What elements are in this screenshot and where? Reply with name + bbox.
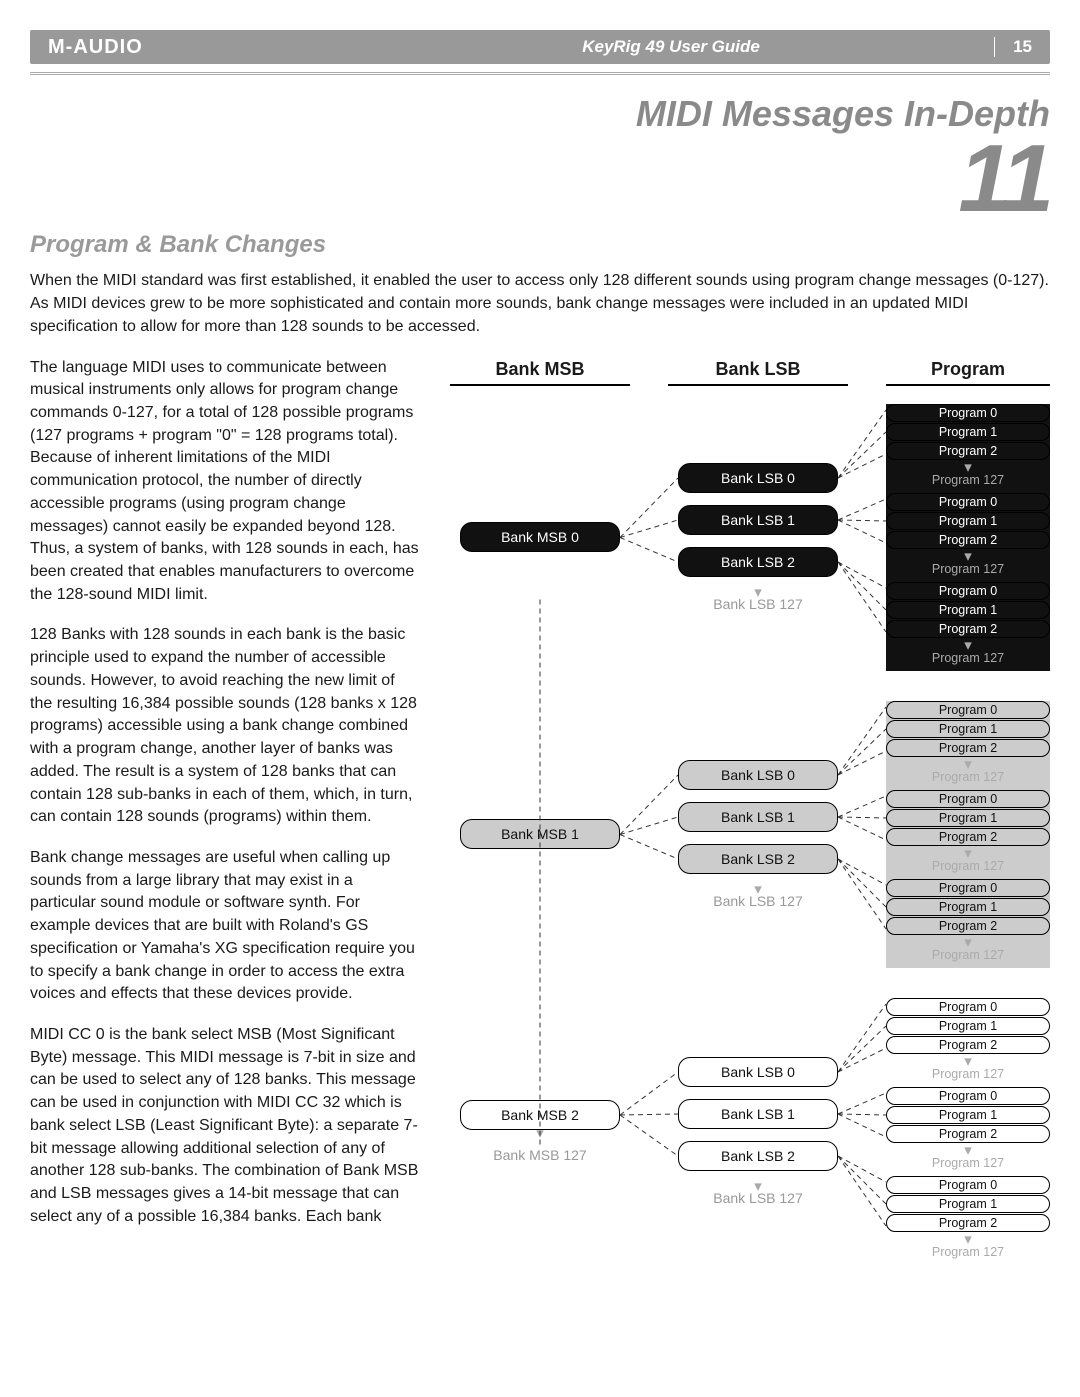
lsb-ghost: Bank LSB 127	[668, 893, 848, 909]
program-node: Program 0	[886, 701, 1050, 719]
program-node: Program 2	[886, 1125, 1050, 1143]
program-ghost: Program 127	[886, 473, 1050, 487]
program-node: Program 1	[886, 1017, 1050, 1035]
section-heading: Program & Bank Changes	[30, 231, 1050, 259]
program-ghost: Program 127	[886, 859, 1050, 873]
lsb-node: Bank LSB 0	[678, 760, 838, 790]
program-node: Program 2	[886, 828, 1050, 846]
text-column: The language MIDI uses to communicate be…	[30, 357, 420, 1295]
header-rule	[30, 72, 1050, 75]
program-node: Program 2	[886, 531, 1050, 549]
chapter-number: 11	[30, 131, 1050, 227]
header-lsb: Bank LSB	[668, 357, 848, 386]
lsb-ghost: Bank LSB 127	[668, 596, 848, 612]
program-node: Program 1	[886, 601, 1050, 619]
lsb-node: Bank LSB 2	[678, 1141, 838, 1171]
lsb-node: Bank LSB 1	[678, 802, 838, 832]
program-node: Program 2	[886, 442, 1050, 460]
program-node: Program 0	[886, 404, 1050, 422]
program-node: Program 1	[886, 1106, 1050, 1124]
body-paragraph: MIDI CC 0 is the bank select MSB (Most S…	[30, 1024, 420, 1228]
page-number: 15	[994, 37, 1032, 57]
msb-ghost: Bank MSB 127	[450, 1147, 630, 1163]
program-node: Program 0	[886, 1087, 1050, 1105]
program-node: Program 1	[886, 423, 1050, 441]
brand-logo: M-AUDIO	[48, 36, 348, 59]
program-node: Program 1	[886, 720, 1050, 738]
msb-block: Bank MSB 1 Bank LSB 0 Bank LSB 1 Bank LSB 2…	[450, 701, 1050, 968]
program-node: Program 1	[886, 809, 1050, 827]
intro-paragraph: When the MIDI standard was first establi…	[30, 269, 1050, 339]
program-node: Program 1	[886, 1195, 1050, 1213]
program-node: Program 2	[886, 1036, 1050, 1054]
program-node: Program 0	[886, 998, 1050, 1016]
program-node: Program 0	[886, 582, 1050, 600]
chapter-title: MIDI Messages In-Depth	[30, 93, 1050, 135]
lsb-node: Bank LSB 1	[678, 505, 838, 535]
page: M-AUDIO KeyRig 49 User Guide 15 MIDI Mes…	[0, 0, 1080, 1325]
program-node: Program 2	[886, 739, 1050, 757]
program-ghost: Program 127	[886, 1245, 1050, 1259]
msb-block: Bank MSB 0 Bank LSB 0 Bank LSB 1 Bank LSB 2…	[450, 404, 1050, 671]
diagram-column: Bank MSB Bank LSB Program Bank MSB 0Bank…	[450, 357, 1050, 1295]
program-ghost: Program 127	[886, 1156, 1050, 1170]
program-ghost: Program 127	[886, 562, 1050, 576]
program-ghost: Program 127	[886, 948, 1050, 962]
lsb-ghost: Bank LSB 127	[668, 1190, 848, 1206]
program-node: Program 2	[886, 620, 1050, 638]
lsb-node: Bank LSB 2	[678, 547, 838, 577]
program-node: Program 2	[886, 1214, 1050, 1232]
msb-node: Bank MSB 1	[460, 819, 620, 849]
lsb-node: Bank LSB 1	[678, 1099, 838, 1129]
msb-node: Bank MSB 0	[460, 522, 620, 552]
guide-title: KeyRig 49 User Guide	[348, 37, 994, 57]
program-ghost: Program 127	[886, 1067, 1050, 1081]
columns: The language MIDI uses to communicate be…	[30, 357, 1050, 1295]
body-paragraph: 128 Banks with 128 sounds in each bank i…	[30, 624, 420, 828]
header-bar: M-AUDIO KeyRig 49 User Guide 15	[30, 30, 1050, 64]
body-paragraph: The language MIDI uses to communicate be…	[30, 357, 420, 607]
msb-block: Bank MSB 2▾Bank MSB 127Bank LSB 0Bank LS…	[450, 998, 1050, 1265]
body-paragraph: Bank change messages are useful when cal…	[30, 847, 420, 1006]
lsb-node: Bank LSB 0	[678, 463, 838, 493]
program-node: Program 0	[886, 879, 1050, 897]
diagram-headers: Bank MSB Bank LSB Program	[450, 357, 1050, 386]
program-ghost: Program 127	[886, 651, 1050, 665]
lsb-node: Bank LSB 0	[678, 1057, 838, 1087]
program-node: Program 0	[886, 790, 1050, 808]
program-node: Program 0	[886, 493, 1050, 511]
header-msb: Bank MSB	[450, 357, 630, 386]
program-node: Program 1	[886, 512, 1050, 530]
program-ghost: Program 127	[886, 770, 1050, 784]
lsb-node: Bank LSB 2	[678, 844, 838, 874]
program-node: Program 2	[886, 917, 1050, 935]
program-node: Program 1	[886, 898, 1050, 916]
program-node: Program 0	[886, 1176, 1050, 1194]
header-prog: Program	[886, 357, 1050, 386]
diagram-body: Bank MSB 0 Bank LSB 0 Bank LSB 1 Bank LSB 2…	[450, 404, 1050, 1265]
